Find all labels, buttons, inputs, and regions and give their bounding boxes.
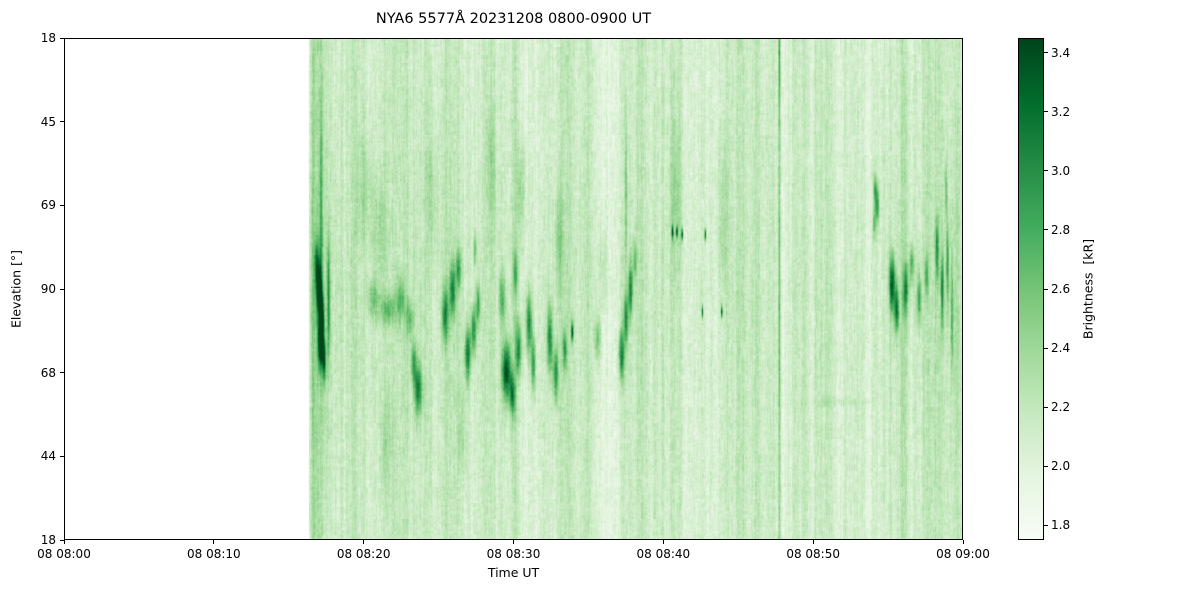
x-tick-label: 08 08:40: [636, 547, 691, 561]
y-tick-mark: [60, 121, 64, 123]
x-axis-label: Time UT: [487, 565, 540, 580]
x-tick-mark: [662, 540, 664, 544]
x-tick-mark: [812, 540, 814, 544]
x-tick-mark: [363, 540, 365, 544]
colorbar: [1018, 38, 1044, 540]
y-tick-mark: [60, 539, 64, 541]
x-tick-mark: [213, 540, 215, 544]
colorbar-tick-label: 2.4: [1051, 341, 1071, 356]
chart-title: NYA6 5577Å 20231208 0800-0900 UT: [375, 11, 652, 27]
colorbar-tick-label: 1.8: [1051, 518, 1071, 533]
y-tick-label: 69: [40, 198, 56, 213]
x-tick-label: 08 08:10: [186, 547, 241, 561]
colorbar-tick-label: 3.2: [1051, 104, 1071, 119]
colorbar-tick-mark: [1044, 288, 1048, 290]
colorbar-tick-mark: [1044, 347, 1048, 349]
x-tick-mark: [63, 540, 65, 544]
x-tick-label: 08 08:30: [486, 547, 541, 561]
colorbar-tick-mark: [1044, 406, 1048, 408]
colorbar-tick-mark: [1044, 52, 1048, 54]
colorbar-tick-label: 3.0: [1051, 163, 1071, 178]
colorbar-tick-label: 3.4: [1051, 45, 1071, 60]
colorbar-tick-label: 2.0: [1051, 459, 1071, 474]
y-tick-mark: [60, 37, 64, 39]
y-axis-label: Elevation [°]: [8, 249, 24, 329]
y-tick-label: 90: [40, 282, 56, 296]
y-tick-label: 68: [40, 365, 56, 380]
y-tick-mark: [60, 455, 64, 457]
x-tick-label: 08 08:50: [786, 547, 840, 561]
colorbar-tick-mark: [1044, 170, 1048, 172]
y-tick-label: 18: [40, 31, 56, 45]
y-tick-mark: [60, 288, 64, 290]
x-tick-mark: [962, 540, 964, 544]
x-tick-label: 08 09:00: [936, 547, 990, 561]
y-tick-label: 45: [40, 114, 56, 129]
x-tick-label: 08 08:00: [37, 547, 91, 561]
colorbar-label: Brightness [kR]: [1080, 238, 1096, 340]
plot-area: [64, 38, 963, 540]
colorbar-tick-mark: [1044, 229, 1048, 231]
colorbar-tick-label: 2.2: [1051, 400, 1071, 415]
colorbar-tick-label: 2.8: [1051, 222, 1071, 237]
y-tick-label: 44: [40, 449, 56, 464]
x-tick-mark: [513, 540, 514, 544]
colorbar-tick-mark: [1044, 111, 1048, 113]
heatmap-canvas: [65, 39, 962, 539]
y-tick-label: 18: [40, 533, 56, 547]
y-tick-mark: [60, 204, 64, 206]
x-tick-label: 08 08:20: [336, 547, 391, 561]
colorbar-tick-mark: [1044, 465, 1048, 467]
y-tick-mark: [60, 372, 64, 374]
colorbar-tick-mark: [1044, 524, 1048, 526]
colorbar-tick-label: 2.6: [1051, 282, 1071, 296]
